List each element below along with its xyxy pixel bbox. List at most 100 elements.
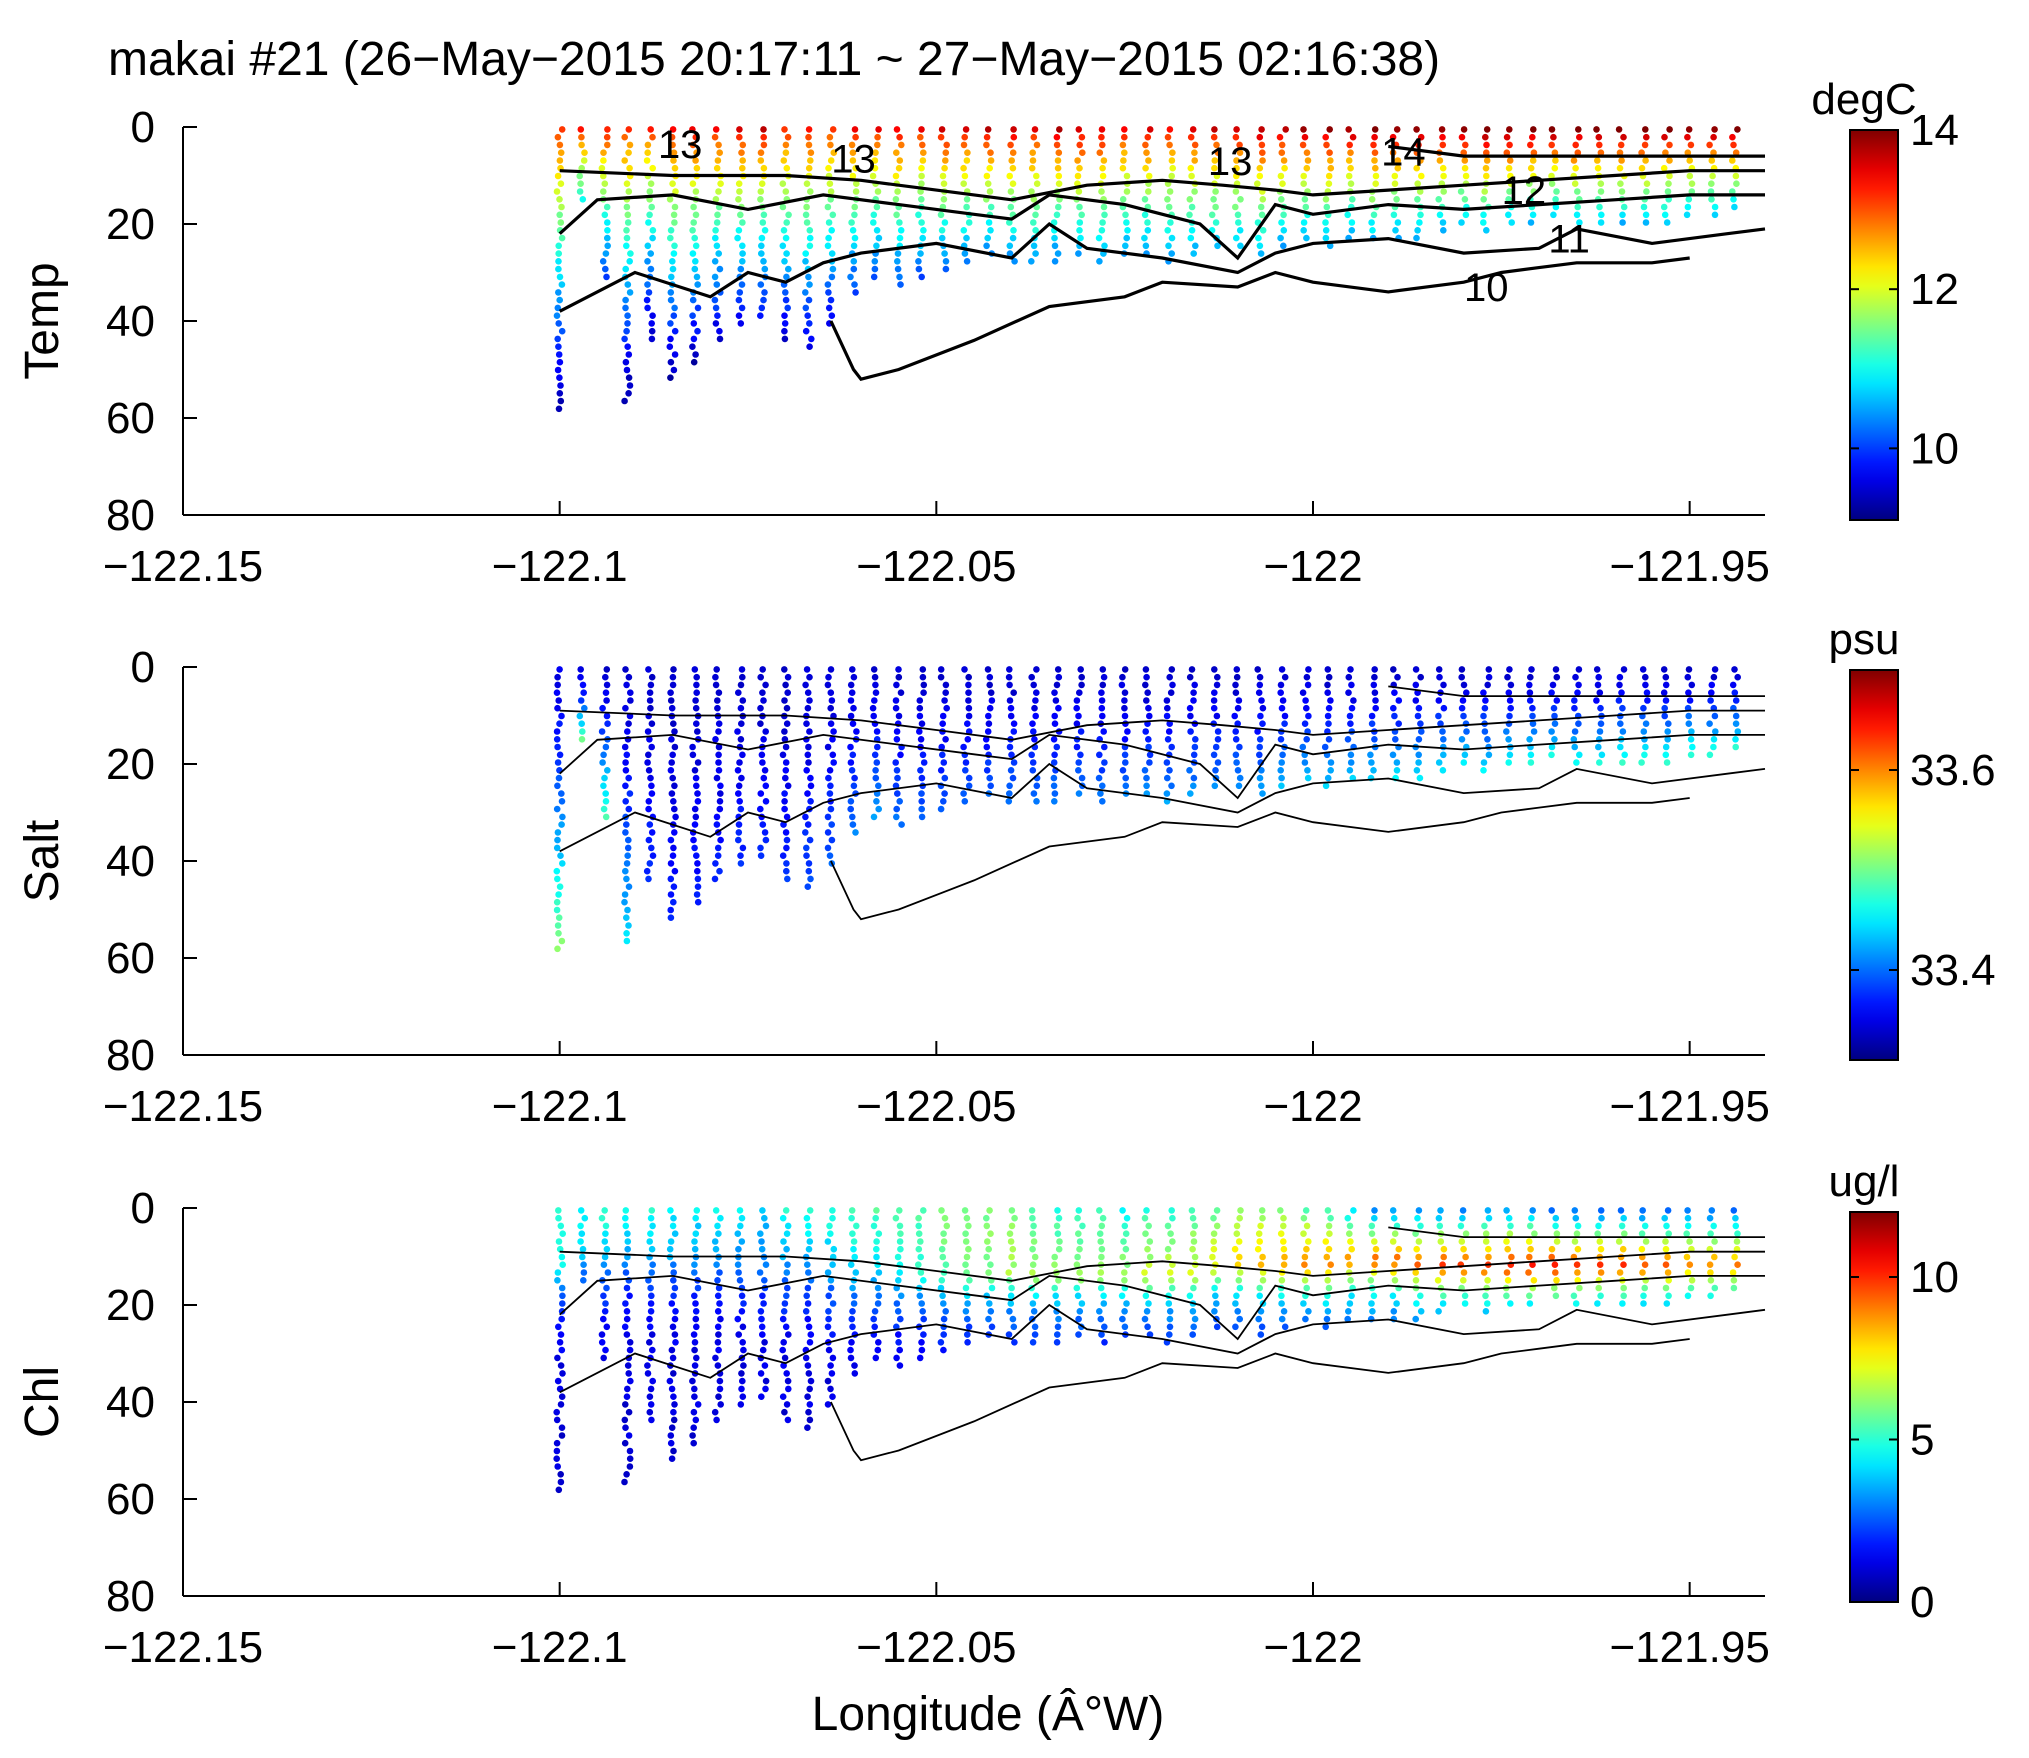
data-point	[1506, 188, 1513, 195]
data-point	[982, 736, 990, 743]
data-point	[734, 728, 741, 735]
data-point	[849, 821, 857, 828]
data-point	[849, 813, 856, 821]
data-point	[1729, 188, 1736, 195]
data-point	[668, 1300, 676, 1307]
data-point	[807, 1331, 815, 1338]
data-point	[1008, 751, 1015, 759]
data-point	[1484, 681, 1491, 689]
data-point	[557, 1362, 565, 1369]
data-point	[715, 743, 723, 751]
data-point	[603, 273, 610, 281]
data-point	[625, 188, 633, 195]
data-point	[802, 1354, 810, 1362]
data-point	[558, 1393, 566, 1400]
data-point	[827, 782, 834, 790]
data-point	[576, 188, 584, 195]
data-point	[779, 203, 787, 211]
data-point	[1186, 196, 1194, 203]
data-point	[1642, 211, 1650, 219]
data-point	[667, 1238, 675, 1245]
data-point	[871, 258, 879, 265]
data-point	[1029, 1261, 1037, 1268]
data-point	[712, 736, 719, 743]
data-point	[919, 141, 926, 149]
data-point	[1417, 1292, 1424, 1300]
data-point	[1530, 1277, 1538, 1284]
data-point	[1415, 751, 1422, 759]
data-point	[850, 673, 858, 681]
data-point	[692, 133, 700, 141]
data-point	[828, 1370, 836, 1377]
data-point	[829, 211, 837, 219]
data-point	[622, 1269, 630, 1276]
data-point	[875, 1292, 883, 1300]
data-point	[852, 133, 859, 141]
data-point	[1552, 1292, 1560, 1300]
data-point	[1458, 666, 1466, 673]
data-point	[1146, 1331, 1154, 1338]
data-point	[672, 1339, 679, 1346]
data-point	[736, 798, 743, 805]
data-point	[715, 728, 722, 735]
data-point	[1527, 141, 1534, 149]
data-point	[757, 852, 765, 859]
data-point	[1347, 1277, 1354, 1284]
data-point	[1530, 149, 1538, 156]
data-point	[1190, 782, 1197, 790]
data-point	[714, 1292, 722, 1300]
data-point	[580, 1277, 587, 1284]
data-point	[623, 1308, 631, 1315]
data-point	[740, 1346, 747, 1354]
contour-label: 14	[1381, 130, 1426, 174]
data-point	[1300, 219, 1308, 226]
data-point	[1324, 1308, 1332, 1315]
data-point	[602, 1230, 609, 1237]
data-point	[623, 203, 631, 211]
data-point	[806, 242, 814, 250]
data-point	[1322, 133, 1329, 141]
data-point	[1098, 697, 1106, 704]
data-point	[1685, 720, 1693, 727]
data-point	[1233, 673, 1241, 681]
data-point	[1190, 1323, 1197, 1331]
data-point	[827, 666, 835, 673]
data-point	[782, 681, 789, 689]
data-point	[1573, 1261, 1581, 1268]
data-point	[1684, 1214, 1692, 1222]
data-point	[1460, 712, 1467, 720]
data-point	[558, 1253, 566, 1261]
data-point	[1211, 666, 1218, 673]
data-point	[1030, 219, 1037, 226]
data-point	[829, 126, 837, 133]
data-point	[1462, 141, 1469, 149]
data-point	[802, 681, 809, 689]
data-point	[1575, 720, 1582, 727]
data-point	[1372, 1253, 1379, 1261]
data-point	[1119, 141, 1127, 149]
data-point	[644, 759, 651, 766]
data-point	[826, 767, 834, 774]
data-point	[622, 296, 629, 304]
data-point	[806, 673, 813, 681]
data-point	[1598, 1214, 1605, 1222]
data-point	[717, 1401, 724, 1408]
data-point	[1189, 1245, 1196, 1253]
data-point	[919, 673, 927, 681]
data-point	[1122, 759, 1129, 766]
data-point	[898, 141, 905, 149]
data-point	[1010, 689, 1017, 696]
data-point	[966, 1277, 973, 1284]
data-point	[874, 1300, 882, 1307]
data-point	[626, 1447, 634, 1455]
data-point	[1638, 164, 1646, 172]
data-point	[623, 327, 630, 335]
data-point	[1121, 712, 1129, 720]
data-point	[1528, 666, 1535, 673]
data-point	[623, 875, 630, 883]
data-point	[1548, 180, 1556, 187]
data-point	[827, 141, 834, 149]
data-point	[558, 790, 565, 797]
data-point	[649, 1222, 656, 1230]
